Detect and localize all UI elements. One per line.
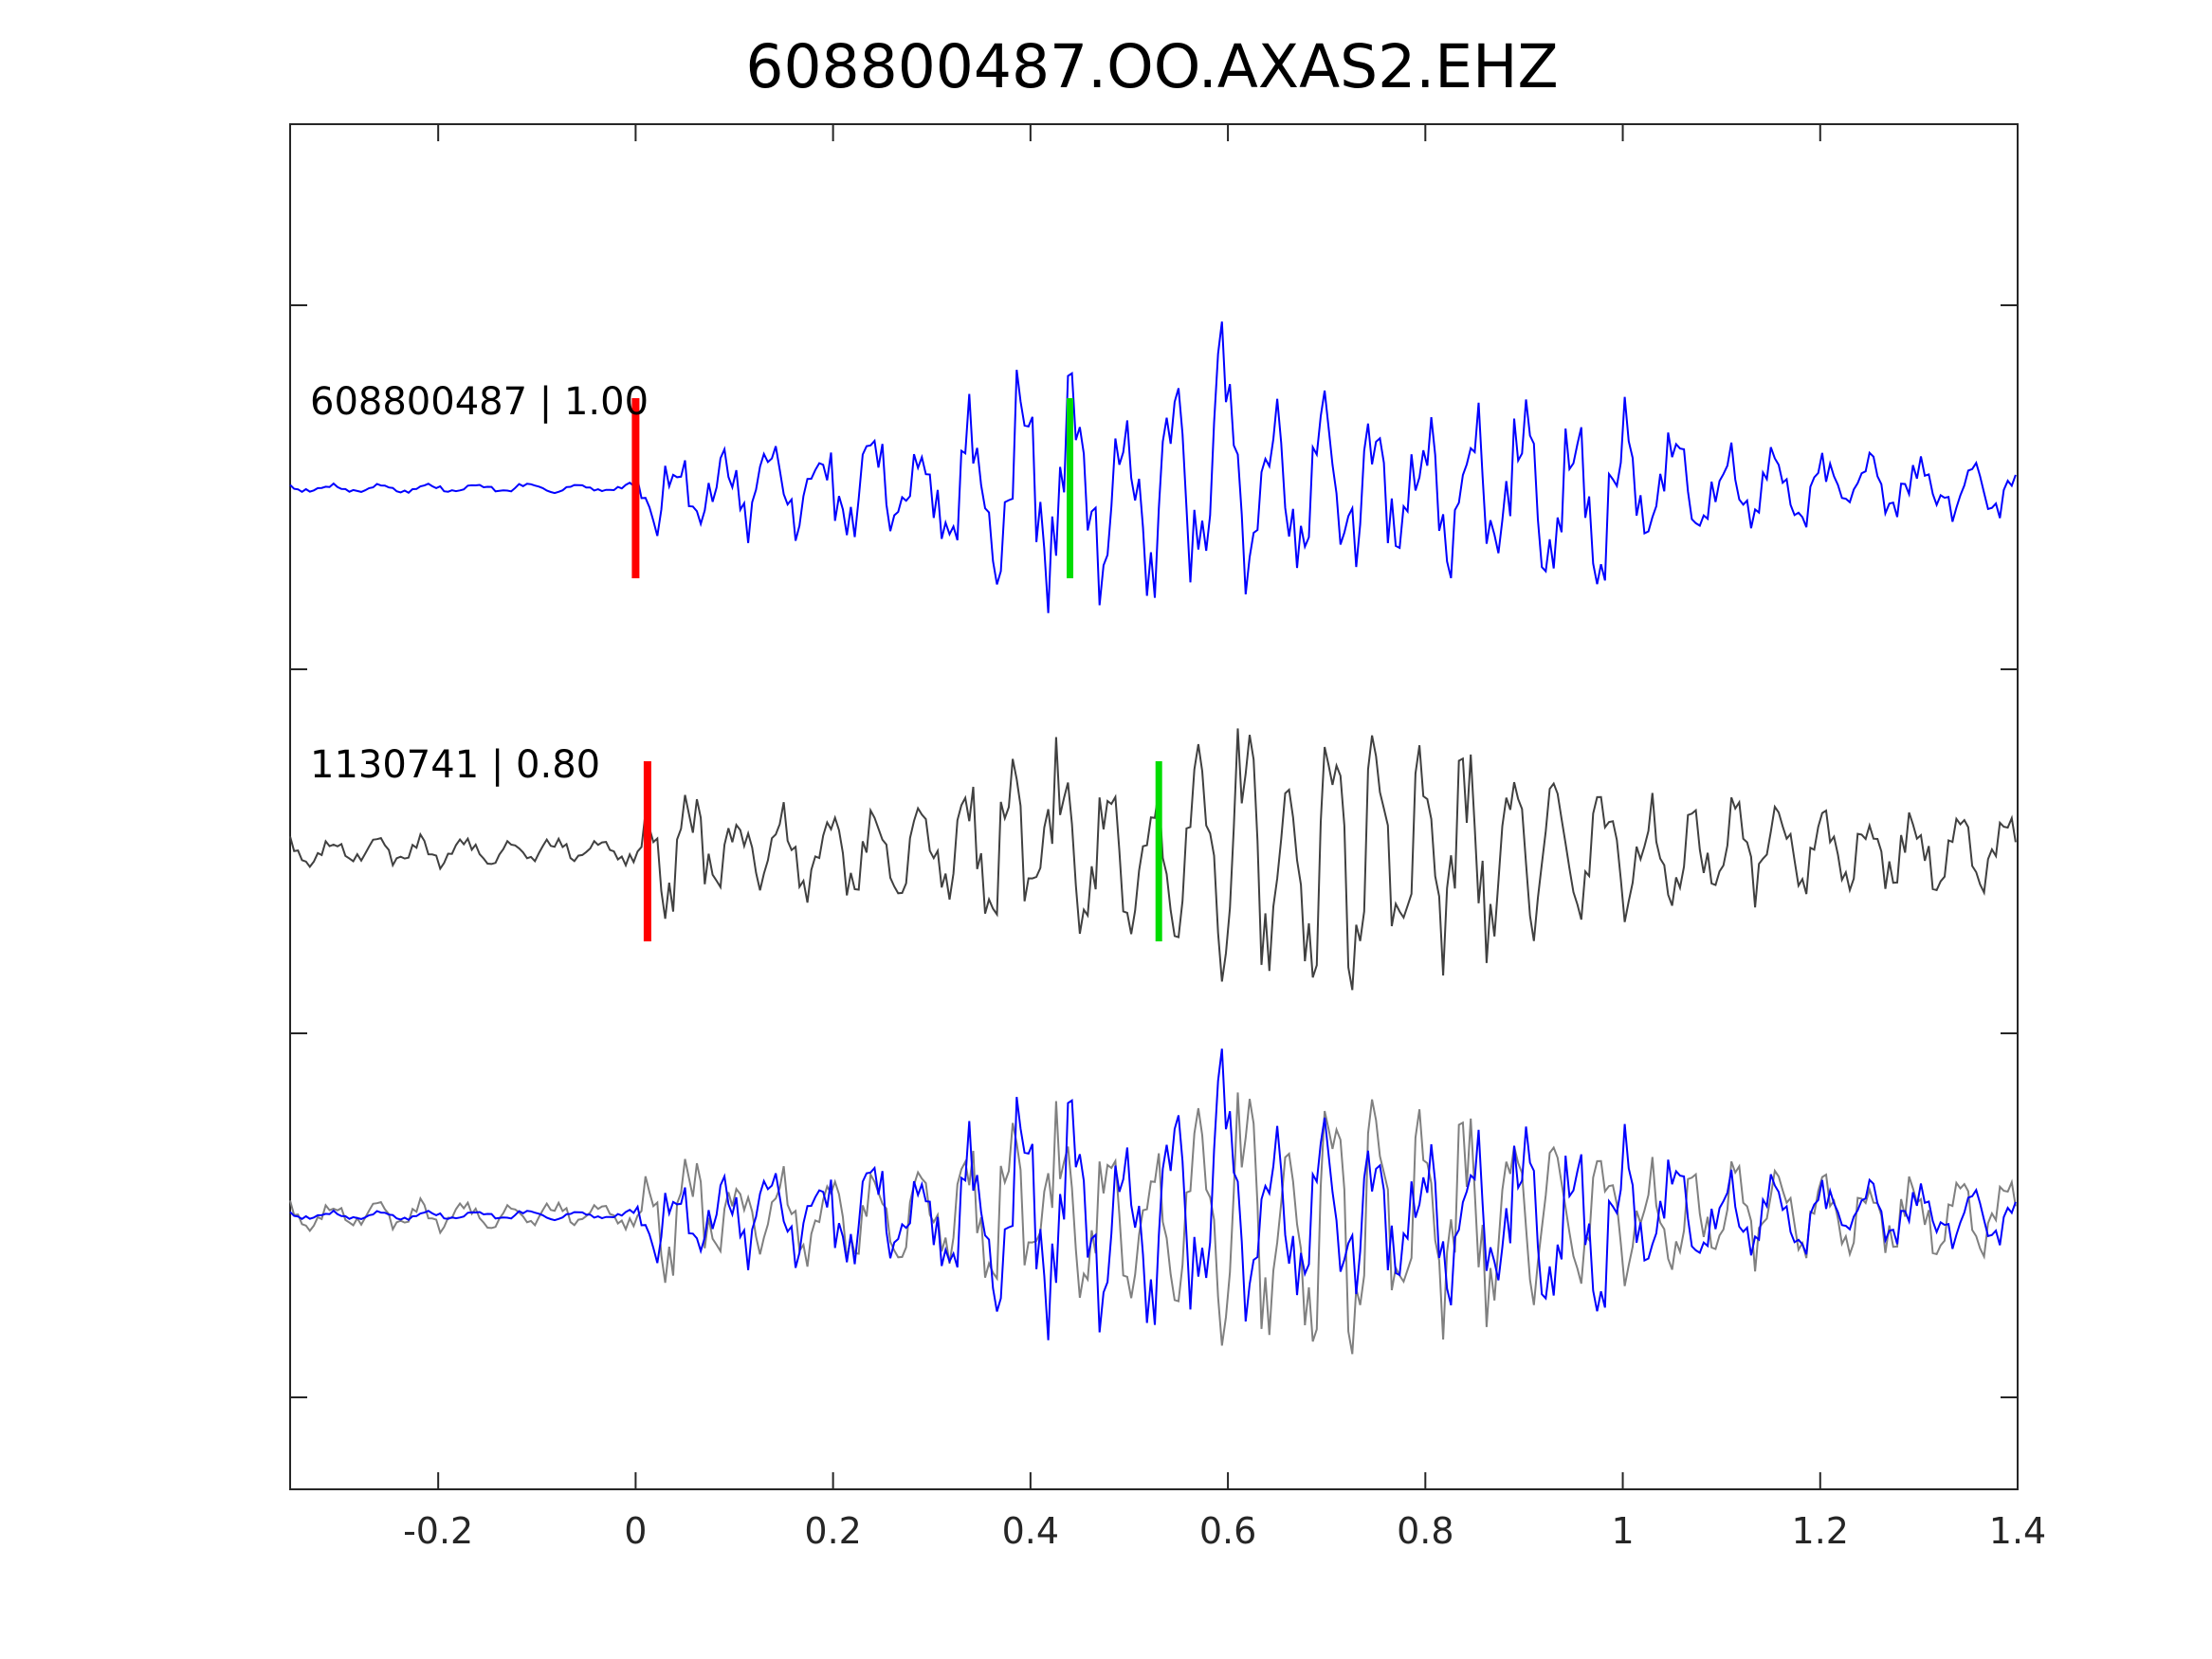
picks-layer — [631, 398, 1162, 941]
x-tick-label: 0.2 — [804, 1510, 861, 1552]
trace-labels: 608800487 | 1.00 1130741 | 0.80 — [310, 380, 649, 787]
x-tick-label: 0.6 — [1199, 1510, 1256, 1552]
x-tick-label: -0.2 — [403, 1510, 473, 1552]
overlay-trace-1130741 — [289, 1092, 2017, 1355]
plot-area — [289, 123, 2019, 1490]
trace-1130741 — [289, 728, 2017, 991]
x-tick-label: 1 — [1611, 1510, 1634, 1552]
trace-label: 1130741 | 0.80 — [310, 743, 600, 787]
overlay-trace-608800487 — [289, 1048, 2017, 1340]
traces-layer — [289, 321, 2017, 1355]
x-tick-label: 0.4 — [1002, 1510, 1059, 1552]
chart-title: 608800487.OO.AXAS2.EHZ — [745, 32, 1558, 101]
x-tick-label: 1.2 — [1792, 1510, 1849, 1552]
axes-frame — [289, 123, 2019, 1490]
trace-label: 608800487 | 1.00 — [310, 380, 649, 424]
x-tick-label: 0 — [624, 1510, 647, 1552]
trace-608800487 — [289, 321, 2017, 613]
axis-ticks: -0.2 0 0.2 0.4 0.6 0.8 1 1.2 1.4 — [290, 124, 2046, 1552]
x-tick-label: 0.8 — [1397, 1510, 1453, 1552]
x-tick-label: 1.4 — [1989, 1510, 2046, 1552]
